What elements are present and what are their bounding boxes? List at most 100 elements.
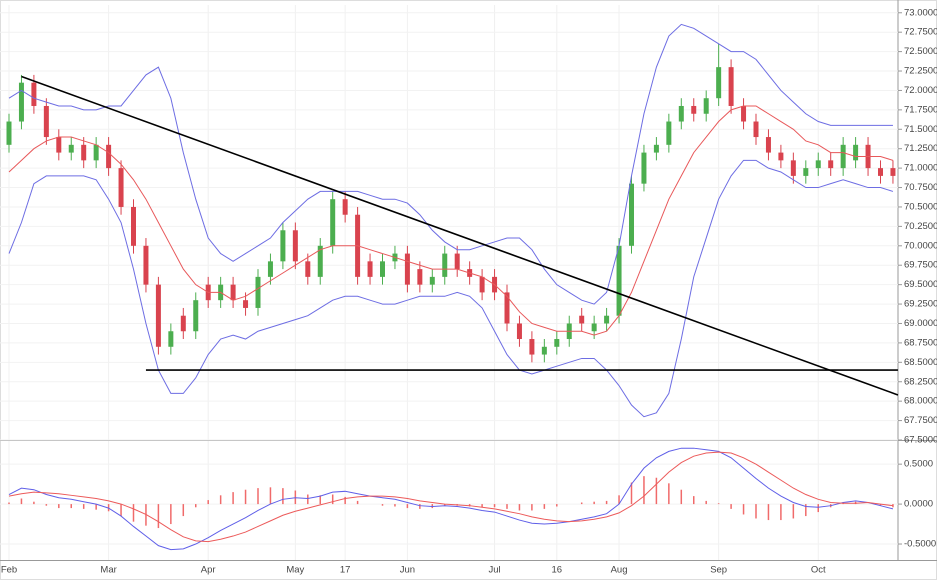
- y-tick-label: 72.7500: [904, 27, 937, 38]
- x-tick-label: Mar: [100, 565, 116, 576]
- y-tick-label: 71.7500: [904, 104, 937, 115]
- candle-body: [292, 230, 298, 262]
- candle-body: [429, 276, 435, 285]
- y-tick-label: 72.5000: [904, 46, 937, 57]
- y-tick-label: 67.7500: [904, 415, 937, 426]
- x-tick-label: Aug: [611, 565, 628, 576]
- candle-body: [118, 168, 124, 207]
- candle-body: [629, 183, 634, 246]
- candle-body: [81, 144, 87, 161]
- candle-body: [6, 121, 12, 145]
- y-tick-label: 69.2500: [904, 299, 937, 310]
- trend-line: [21, 75, 899, 396]
- candle-body: [741, 105, 747, 122]
- y-tick-label: 67.5000: [904, 435, 937, 446]
- y-tick-label: 69.0000: [904, 318, 937, 329]
- candle-body: [280, 230, 286, 262]
- candle-body: [678, 105, 684, 122]
- candle-body: [143, 245, 149, 285]
- candle-body: [131, 206, 136, 246]
- candle-body: [404, 253, 410, 285]
- x-tick-label: Oct: [811, 565, 826, 576]
- candle-body: [168, 331, 174, 347]
- band-line: [8, 159, 894, 418]
- x-tick-label: 16: [552, 565, 563, 576]
- y-tick-label: 70.5000: [904, 201, 937, 212]
- candle-body: [267, 261, 273, 277]
- y-tick-label: 70.0000: [904, 240, 937, 251]
- y-tick-label: 72.2500: [904, 66, 937, 77]
- candle-body: [878, 168, 883, 176]
- candle-body: [155, 284, 161, 347]
- y-tick-label: 68.2500: [904, 376, 937, 387]
- candle-body: [106, 144, 112, 169]
- candle-body: [753, 121, 759, 138]
- candle-body: [305, 261, 311, 277]
- candle-body: [666, 121, 672, 145]
- candle-body: [728, 67, 734, 106]
- candle-body: [778, 152, 784, 161]
- x-tick-label: Feb: [1, 565, 17, 576]
- candle-body: [454, 253, 460, 270]
- band-line: [8, 23, 893, 305]
- candle-body: [853, 144, 859, 161]
- y-tick-label: 70.7500: [904, 182, 937, 193]
- candle-body: [529, 339, 535, 355]
- candle-body: [380, 261, 385, 277]
- candle-body: [56, 137, 62, 153]
- y-tick-label: 0.0000: [904, 499, 933, 510]
- candle-body: [516, 323, 522, 340]
- candle-body: [890, 168, 896, 176]
- candle-body: [616, 245, 622, 316]
- candle-body: [604, 315, 610, 324]
- x-tick-label: May: [286, 565, 304, 576]
- x-tick-label: Jul: [488, 565, 500, 576]
- candle-body: [691, 105, 697, 114]
- candle-body: [180, 315, 186, 332]
- y-tick-label: 71.0000: [904, 163, 937, 174]
- candle-body: [31, 82, 37, 106]
- candle-body: [641, 152, 647, 184]
- candle-body: [479, 276, 485, 293]
- macd-line: [8, 451, 894, 543]
- candle-body: [803, 168, 809, 176]
- candle-body: [591, 323, 597, 332]
- candle-body: [18, 82, 24, 122]
- y-tick-label: 69.5000: [904, 279, 937, 290]
- candle-body: [342, 199, 348, 215]
- candle-body: [579, 315, 585, 324]
- y-tick-label: 68.7500: [904, 337, 937, 348]
- candle-body: [193, 300, 199, 332]
- candle-body: [828, 160, 834, 169]
- candle-body: [716, 67, 722, 99]
- y-tick-label: 0.5000: [904, 459, 933, 470]
- candle-body: [243, 300, 249, 308]
- x-tick-label: Sep: [710, 565, 727, 576]
- candle-body: [330, 199, 336, 246]
- y-tick-label: 68.5000: [904, 357, 937, 368]
- y-tick-label: 72.0000: [904, 85, 937, 96]
- candle-body: [703, 98, 709, 114]
- x-tick-label: Apr: [201, 565, 216, 576]
- candle-body: [653, 144, 659, 153]
- x-tick-label: Jun: [400, 565, 415, 576]
- candle-body: [815, 160, 821, 169]
- candle-body: [790, 160, 796, 176]
- y-tick-label: 71.2500: [904, 143, 937, 154]
- x-tick-label: 17: [340, 565, 351, 576]
- macd-line: [8, 447, 894, 551]
- candle-body: [93, 144, 99, 161]
- y-tick-label: 70.2500: [904, 221, 937, 232]
- candle-body: [765, 137, 771, 153]
- y-tick-label: 73.0000: [904, 7, 937, 18]
- y-tick-label: 68.0000: [904, 396, 937, 407]
- y-tick-label: 71.5000: [904, 124, 937, 135]
- y-tick-label: 69.7500: [904, 260, 937, 271]
- candle-body: [68, 144, 74, 153]
- candle-body: [230, 284, 236, 301]
- y-tick-label: -0.5000: [904, 539, 936, 550]
- candle-body: [367, 261, 373, 277]
- candle-body: [541, 346, 547, 355]
